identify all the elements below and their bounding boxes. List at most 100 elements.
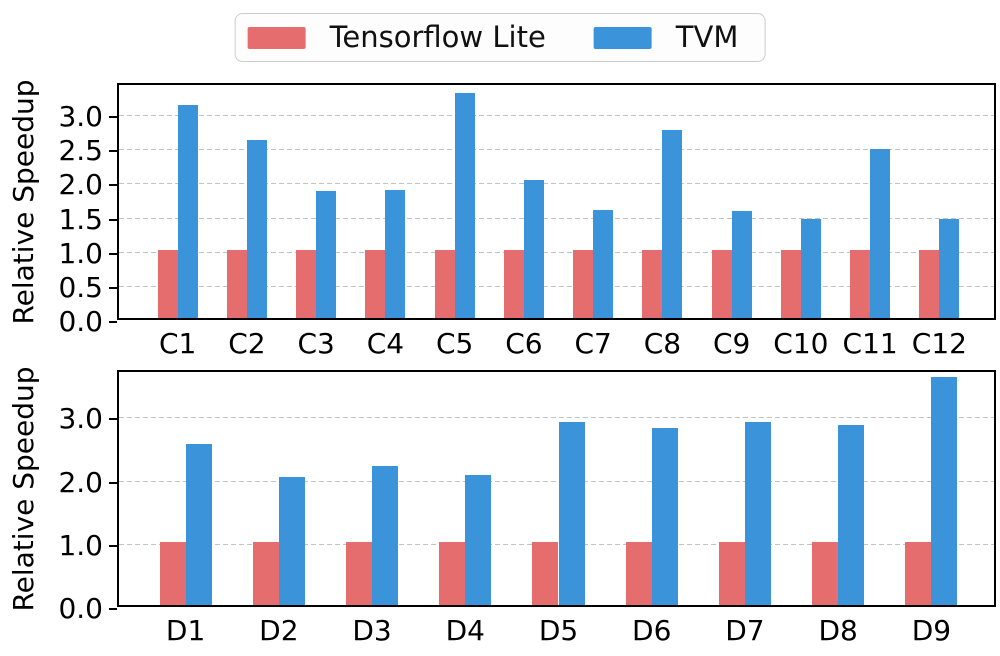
bar-tflite-C4 [365, 249, 386, 318]
y-tick-mark [109, 418, 117, 421]
bar-tflite-C6 [503, 249, 524, 318]
x-tick-label: C10 [773, 327, 829, 360]
plot-area [117, 370, 996, 607]
bar-tvm-C7 [593, 210, 614, 318]
bar-tvm-C12 [939, 218, 960, 318]
bar-tflite-D7 [718, 541, 745, 605]
y-tick-mark [109, 481, 117, 484]
y-tick-label: 1.5 [58, 202, 103, 236]
x-tick-label: C5 [435, 327, 474, 360]
bar-tflite-D6 [625, 541, 652, 605]
x-tick-label: D8 [818, 614, 858, 647]
bar-tvm-D5 [558, 421, 585, 605]
x-tick-label: D2 [259, 614, 299, 647]
legend: Tensorflow Lite TVM [234, 13, 766, 62]
y-tick-mark [109, 286, 117, 289]
bar-tflite-D1 [159, 541, 186, 605]
y-tick-mark [109, 150, 117, 153]
grid-line [119, 480, 994, 482]
bar-tflite-C7 [573, 249, 594, 318]
bar-tflite-D9 [905, 541, 932, 605]
y-tick-mark [109, 252, 117, 255]
bar-tflite-C2 [226, 249, 247, 318]
bar-tvm-D1 [185, 443, 212, 605]
bar-tvm-D4 [465, 475, 492, 605]
bar-tflite-C3 [296, 249, 317, 318]
x-tick-label: D9 [911, 614, 952, 647]
x-tick-label: C12 [911, 327, 967, 360]
y-tick-label: 0.0 [58, 592, 103, 625]
y-tick-label: 1.0 [58, 236, 103, 270]
legend-item-tensorflow-lite: Tensorflow Lite [247, 20, 546, 54]
y-axis-label: Relative Speedup [7, 365, 40, 612]
x-tick-label: C6 [505, 327, 543, 360]
bar-tvm-C5 [454, 92, 475, 318]
grid-line [119, 217, 994, 219]
y-tick-label: 3.0 [58, 100, 103, 134]
bar-tflite-D4 [439, 541, 466, 605]
y-tick-mark [109, 184, 117, 187]
y-tick-label: 2.0 [58, 168, 103, 202]
bar-tflite-D5 [532, 541, 559, 605]
x-tick-label: C1 [158, 327, 197, 360]
x-tick-label: D3 [352, 614, 392, 647]
bar-tvm-D6 [651, 428, 678, 605]
bar-tvm-C11 [870, 148, 891, 318]
y-tick-mark [109, 608, 117, 610]
legend-label-tvm: TVM [675, 20, 739, 54]
y-tick-mark [109, 321, 117, 323]
bar-tflite-D2 [252, 541, 279, 605]
bar-tflite-D8 [812, 541, 839, 605]
bar-tvm-C8 [662, 130, 683, 318]
x-tick-label: C11 [842, 327, 898, 360]
bar-tvm-C1 [177, 104, 198, 318]
legend-item-tvm: TVM [593, 20, 739, 54]
grid-line [119, 115, 994, 117]
grid-line [119, 285, 994, 287]
grid-line [119, 183, 994, 185]
x-tick-label: D1 [165, 614, 206, 647]
bar-tvm-C2 [246, 140, 267, 318]
x-tick-label: C9 [712, 327, 751, 360]
y-tick-mark [109, 544, 117, 547]
y-tick-label: 0.0 [58, 305, 103, 338]
bar-tflite-C8 [642, 249, 663, 318]
bar-tflite-C9 [711, 249, 732, 318]
legend-label-tensorflow-lite: Tensorflow Lite [329, 20, 546, 54]
y-tick-label: 0.5 [58, 270, 103, 304]
bar-tvm-D2 [278, 477, 305, 605]
y-tick-label: 2.5 [58, 134, 103, 168]
bar-tvm-C3 [316, 190, 337, 318]
plot-area [117, 83, 996, 320]
bar-tvm-D7 [744, 421, 772, 605]
x-tick-label: C7 [574, 327, 612, 360]
y-tick-label: 3.0 [58, 402, 103, 436]
bar-tflite-C1 [157, 249, 178, 318]
x-tick-label: C8 [643, 327, 682, 360]
bar-tflite-C5 [434, 249, 455, 318]
grid-line [119, 417, 994, 419]
y-tick-label: 2.0 [58, 465, 103, 499]
bar-tflite-C10 [780, 249, 801, 318]
y-tick-mark [109, 218, 117, 221]
tensorflow-lite-swatch-icon [247, 26, 306, 49]
bar-tvm-D3 [372, 465, 399, 605]
x-tick-label: D6 [632, 614, 672, 647]
grid-line [119, 149, 994, 151]
bar-tvm-C4 [385, 190, 406, 318]
x-tick-label: C4 [366, 327, 405, 360]
x-tick-label: D4 [445, 614, 485, 647]
bar-tvm-C10 [800, 218, 821, 318]
x-tick-label: D7 [725, 614, 765, 647]
tvm-swatch-icon [593, 26, 652, 49]
bar-tflite-C11 [850, 249, 871, 318]
bar-tflite-D3 [345, 541, 373, 605]
x-tick-label: D5 [538, 614, 579, 647]
bar-tvm-C9 [731, 210, 752, 318]
bar-tvm-D8 [838, 424, 865, 605]
x-tick-label: C2 [228, 327, 266, 360]
y-tick-mark [109, 116, 117, 119]
